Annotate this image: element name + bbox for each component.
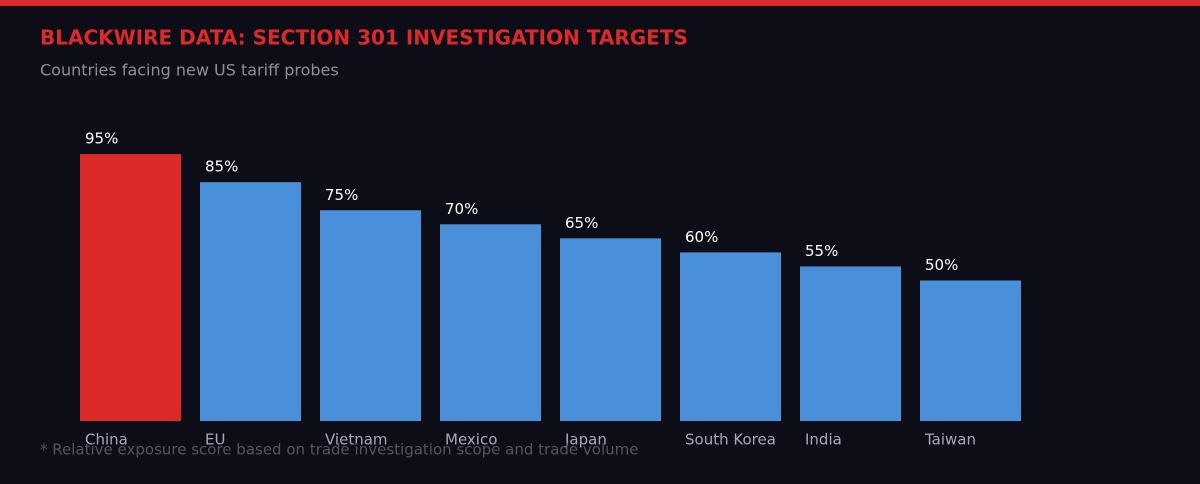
x-tick-label: South Korea bbox=[685, 431, 776, 449]
x-tick-label: EU bbox=[205, 431, 225, 449]
value-label: 75% bbox=[325, 186, 358, 204]
x-tick-label: Mexico bbox=[445, 431, 497, 449]
x-tick-label: Vietnam bbox=[325, 431, 388, 449]
x-tick-label: India bbox=[805, 431, 842, 449]
chart-title: BLACKWIRE DATA: SECTION 301 INVESTIGATIO… bbox=[40, 26, 688, 50]
bar bbox=[680, 252, 781, 421]
x-tick-label: Taiwan bbox=[924, 431, 976, 449]
chart-subtitle: Countries facing new US tariff probes bbox=[40, 61, 339, 80]
value-label: 55% bbox=[805, 242, 838, 260]
value-label: 70% bbox=[445, 200, 478, 218]
value-label: 60% bbox=[685, 228, 718, 246]
value-label: 95% bbox=[85, 130, 118, 148]
bar bbox=[80, 154, 181, 422]
x-tick-label: Japan bbox=[564, 431, 607, 449]
bar bbox=[440, 224, 541, 421]
bar bbox=[200, 182, 301, 421]
plot-area: 95% China 85% EU 75% Vietnam 70% Mexico 65% Japan… bbox=[80, 130, 1021, 449]
bar bbox=[920, 280, 1021, 421]
bar bbox=[560, 238, 661, 421]
bar bbox=[320, 210, 421, 421]
x-tick-label: China bbox=[85, 431, 128, 449]
value-label: 85% bbox=[205, 158, 238, 176]
value-label: 65% bbox=[565, 214, 598, 232]
bar bbox=[800, 266, 901, 421]
footnote: * Relative exposure score based on trade… bbox=[40, 441, 638, 459]
top-stripe bbox=[0, 0, 1200, 6]
value-label: 50% bbox=[925, 256, 958, 274]
